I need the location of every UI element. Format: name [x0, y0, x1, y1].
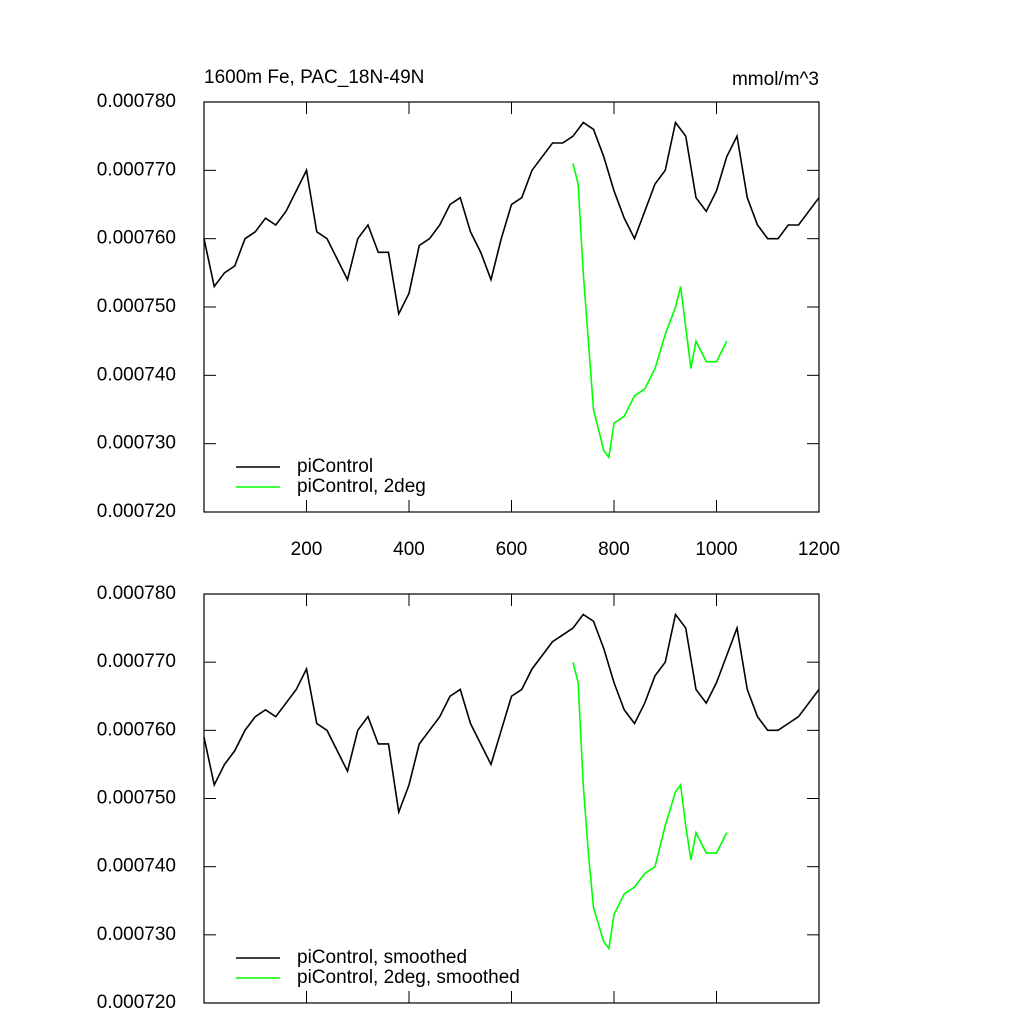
legend-label: piControl [297, 456, 373, 477]
plot-frame [203, 101, 820, 513]
units-label: mmol/m^3 [732, 69, 819, 90]
legend-label: piControl, 2deg, smoothed [297, 967, 520, 988]
x-tick-label: 1000 [695, 539, 737, 560]
y-tick-label: 0.000770 [97, 159, 176, 180]
x-tick-label: 400 [393, 539, 425, 560]
data-line [203, 612, 820, 816]
x-tick-label: 200 [291, 539, 323, 560]
y-tick-label: 0.000730 [97, 433, 176, 454]
data-line [572, 163, 728, 460]
y-tick-label: 0.000740 [97, 364, 176, 385]
y-tick-label: 0.000760 [97, 228, 176, 249]
y-tick-label: 0.000780 [97, 583, 176, 604]
y-tick-label: 0.000780 [97, 91, 176, 112]
x-tick-label: 800 [598, 539, 630, 560]
y-tick-label: 0.000750 [97, 296, 176, 317]
y-tick-label: 0.000720 [97, 501, 176, 522]
y-tick-label: 0.000720 [97, 992, 176, 1013]
y-tick-label: 0.000760 [97, 719, 176, 740]
x-tick-label: 1200 [798, 539, 840, 560]
y-tick-label: 0.000750 [97, 788, 176, 809]
data-line [572, 661, 728, 951]
data-line [203, 120, 820, 317]
y-tick-label: 0.000730 [97, 924, 176, 945]
y-tick-label: 0.000740 [97, 856, 176, 877]
x-tick-label: 600 [496, 539, 528, 560]
y-tick-label: 0.000770 [97, 651, 176, 672]
legend-label: piControl, smoothed [297, 947, 467, 968]
legend-label: piControl, 2deg [297, 476, 426, 497]
chart-title: 1600m Fe, PAC_18N-49N [204, 67, 424, 88]
